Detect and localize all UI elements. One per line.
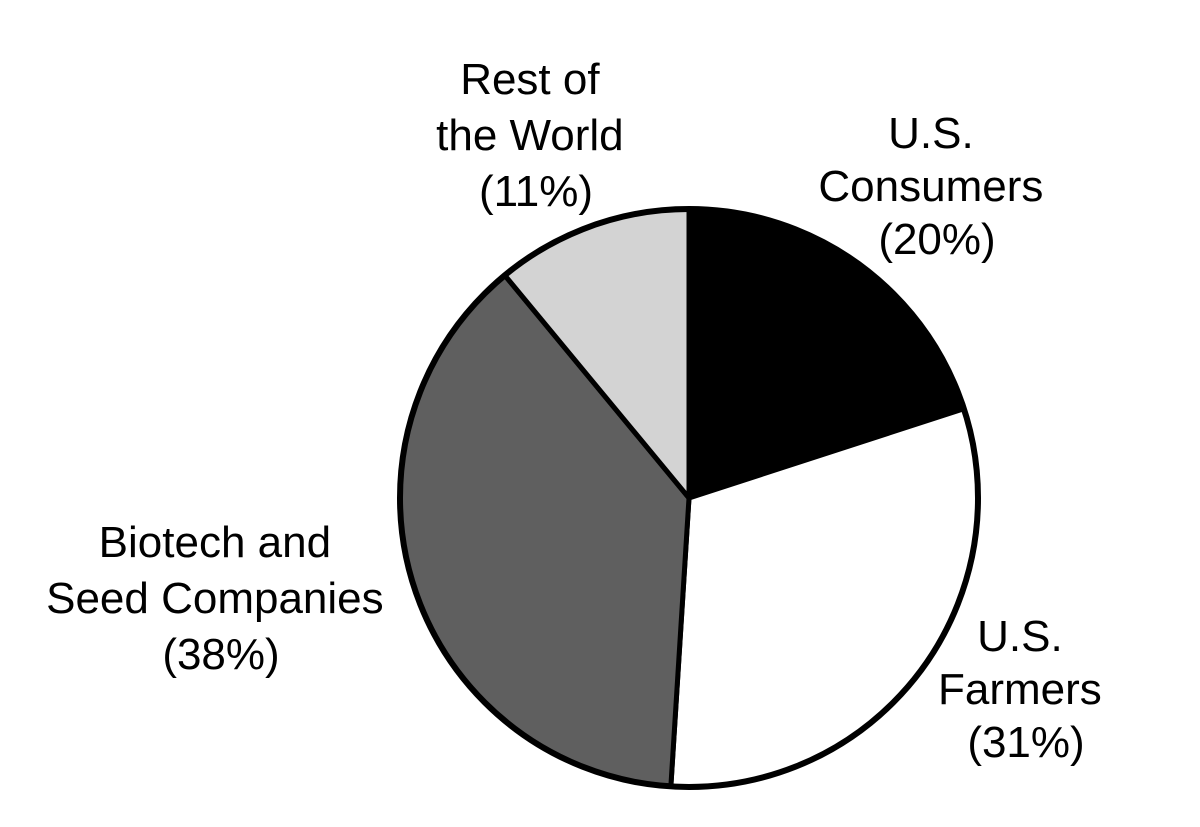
slice-label-biotech-seed: Biotech and Seed Companies (38%) <box>46 518 396 679</box>
slice-label-us-farmers-line-1: U.S. <box>977 612 1063 661</box>
slice-label-biotech-seed-line-1: Biotech and <box>99 518 331 567</box>
slices-layer <box>397 206 981 790</box>
slice-label-us-farmers-line-2: Farmers <box>938 665 1102 714</box>
pie-outline <box>397 206 981 790</box>
slice-label-biotech-seed-line-3: (38%) <box>162 630 279 679</box>
slice-label-us-consumers-line-1: U.S. <box>888 109 974 158</box>
slice-label-us-consumers-line-2: Consumers <box>818 162 1043 211</box>
slice-label-rest-of-world: Rest of the World (11%) <box>436 55 636 216</box>
slice-label-biotech-seed-line-2: Seed Companies <box>46 574 384 623</box>
slice-label-rest-of-world-line-3: (11%) <box>479 167 593 216</box>
slice-label-rest-of-world-line-1: Rest of <box>460 55 600 104</box>
slice-label-rest-of-world-line-2: the World <box>436 111 624 160</box>
slice-label-us-consumers: U.S. Consumers (20%) <box>818 109 1055 264</box>
slice-label-us-consumers-line-3: (20%) <box>878 215 995 264</box>
slice-label-us-farmers: U.S. Farmers (31%) <box>938 612 1114 767</box>
slice-label-us-farmers-line-3: (31%) <box>967 718 1084 767</box>
